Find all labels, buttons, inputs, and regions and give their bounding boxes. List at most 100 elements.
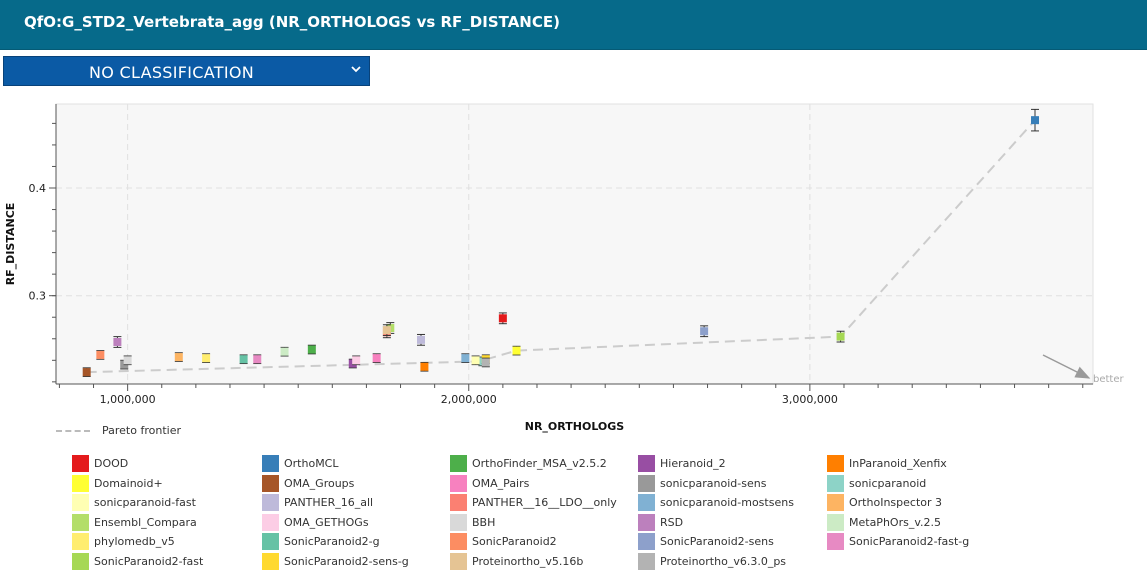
legend-swatch bbox=[72, 533, 89, 550]
data-point bbox=[498, 314, 507, 323]
x-axis-label: NR_ORTHOLOGS bbox=[525, 420, 625, 433]
pareto-legend: Pareto frontier bbox=[56, 424, 181, 437]
legend-swatch bbox=[450, 552, 467, 570]
chart-panel: 1,000,000 2,000,000 3,000,000 0.3 0.4 NR_ORTH… bbox=[0, 90, 1147, 580]
data-point bbox=[113, 338, 122, 346]
y-tick-label: 0.4 bbox=[29, 182, 47, 195]
legend-label: SonicParanoid2-fast bbox=[94, 554, 204, 568]
legend-item[interactable]: SonicParanoid2 bbox=[450, 533, 557, 550]
page-title: QfO:G_STD2_Vertebrata_agg (NR_ORTHOLOGS … bbox=[24, 13, 560, 31]
legend-item[interactable]: PANTHER_16_all bbox=[262, 494, 373, 511]
legend-label: Proteinortho_v5.16b bbox=[472, 554, 584, 568]
legend-item[interactable]: Ensembl_Compara bbox=[72, 513, 197, 531]
legend-item[interactable]: Proteinortho_v5.16b bbox=[450, 552, 584, 570]
x-tick-label: 1,000,000 bbox=[100, 393, 156, 406]
legend-item[interactable]: PANTHER__16__LDO__only bbox=[450, 494, 617, 511]
legend-item[interactable]: Domainoid+ bbox=[72, 474, 163, 492]
legend-label: sonicparanoid bbox=[849, 476, 927, 490]
legend-swatch bbox=[638, 494, 655, 511]
legend-swatch bbox=[262, 533, 279, 550]
legend-item[interactable]: sonicparanoid-sens bbox=[638, 474, 766, 492]
data-point bbox=[123, 356, 132, 365]
legend-swatch bbox=[827, 455, 844, 472]
legend-swatch bbox=[827, 494, 844, 511]
legend-item[interactable]: BBH bbox=[450, 513, 496, 531]
legend-swatch bbox=[638, 533, 655, 550]
legend-item[interactable]: Proteinortho_v6.3.0_ps bbox=[638, 552, 787, 570]
legend-item[interactable]: SonicParanoid2-fast-g bbox=[827, 533, 969, 550]
legend-swatch bbox=[450, 494, 467, 511]
legend-label: DOOD bbox=[94, 457, 129, 470]
data-point bbox=[382, 326, 391, 335]
legend-item[interactable]: InParanoid_Xenfix bbox=[827, 455, 947, 472]
legend-item[interactable]: OrthoInspector 3 bbox=[827, 494, 942, 511]
legend-item[interactable]: OrthoMCL bbox=[262, 455, 339, 472]
data-point bbox=[82, 368, 91, 377]
legend-label: SonicParanoid2 bbox=[472, 535, 557, 548]
x-tick-label: 3,000,000 bbox=[782, 393, 838, 406]
legend-item[interactable]: OMA_Pairs bbox=[450, 474, 530, 492]
data-point bbox=[239, 355, 248, 364]
legend-item[interactable]: SonicParanoid2-fast bbox=[72, 552, 204, 570]
legend-item[interactable]: DOOD bbox=[72, 455, 128, 472]
legend-label: phylomedb_v5 bbox=[94, 535, 175, 548]
legend-swatch bbox=[638, 455, 655, 472]
legend-label: OrthoMCL bbox=[284, 457, 339, 470]
legend-item[interactable]: RSD bbox=[638, 513, 684, 531]
legend-item[interactable]: sonicparanoid bbox=[827, 474, 927, 492]
data-point bbox=[420, 362, 429, 371]
pareto-frontier-line bbox=[86, 119, 1036, 374]
legend-label: BBH bbox=[472, 515, 496, 529]
data-point bbox=[416, 335, 425, 344]
pareto-dash-icon bbox=[56, 430, 90, 432]
data-point bbox=[1031, 116, 1040, 125]
legend-label: PANTHER__16__LDO__only bbox=[472, 496, 617, 509]
legend-item[interactable]: MetaPhOrs_v.2.5 bbox=[827, 513, 941, 531]
legend-swatch bbox=[450, 455, 467, 472]
legend-item[interactable]: phylomedb_v5 bbox=[72, 533, 175, 550]
legend-label: OrthoInspector 3 bbox=[849, 496, 943, 509]
legend-swatch bbox=[450, 533, 467, 550]
legend-label: sonicparanoid-fast bbox=[94, 496, 196, 509]
legend-label: OMA_Pairs bbox=[472, 476, 530, 490]
legend-swatch bbox=[72, 474, 89, 492]
legend-item[interactable]: OrthoFinder_MSA_v2.5.2 bbox=[450, 455, 607, 472]
legend-item[interactable]: OMA_Groups bbox=[262, 474, 354, 492]
legend-label: Domainoid+ bbox=[94, 476, 163, 490]
legend-label: OMA_GETHOGs bbox=[284, 515, 369, 529]
legend-label: SonicParanoid2-sens-g bbox=[284, 554, 409, 568]
data-point bbox=[174, 353, 183, 362]
legend-swatch bbox=[262, 513, 279, 531]
legend-item[interactable]: OMA_GETHOGs bbox=[262, 513, 369, 531]
legend-label: SonicParanoid2-sens bbox=[660, 535, 774, 548]
legend-item[interactable]: SonicParanoid2-sens bbox=[638, 533, 774, 550]
data-point bbox=[202, 354, 211, 363]
legend-item[interactable]: sonicparanoid-mostsens bbox=[638, 494, 794, 511]
data-point bbox=[471, 356, 480, 365]
legend-swatch bbox=[262, 455, 279, 472]
legend-swatch bbox=[72, 513, 89, 531]
classification-selected-value: NO CLASSIFICATION bbox=[88, 63, 255, 82]
legend-swatch bbox=[638, 552, 655, 570]
pareto-legend-label: Pareto frontier bbox=[102, 424, 181, 437]
classification-select[interactable]: NO CLASSIFICATION bbox=[3, 56, 370, 86]
legend-label: RSD bbox=[660, 515, 684, 529]
legend-label: Proteinortho_v6.3.0_ps bbox=[660, 554, 787, 568]
legend-swatch bbox=[638, 474, 655, 492]
legend-label: SonicParanoid2-fast-g bbox=[849, 535, 970, 548]
series-legend: DOOD OrthoMCL OrthoFinder_MSA_v2.5.2 Hieran… bbox=[72, 455, 1132, 575]
legend-item[interactable]: SonicParanoid2-g bbox=[262, 533, 380, 550]
legend-swatch bbox=[262, 474, 279, 492]
legend-item[interactable]: SonicParanoid2-sens-g bbox=[262, 552, 409, 570]
legend-swatch bbox=[638, 513, 655, 531]
legend-item[interactable]: Hieranoid_2 bbox=[638, 455, 726, 472]
better-arrow-icon bbox=[1042, 354, 1091, 379]
scatter-plot: 1,000,000 2,000,000 3,000,000 0.3 0.4 NR_ORTH… bbox=[4, 103, 1124, 433]
legend-item[interactable]: sonicparanoid-fast bbox=[72, 494, 196, 511]
data-point bbox=[307, 345, 316, 354]
x-tick-label: 2,000,000 bbox=[441, 393, 497, 406]
legend-swatch bbox=[827, 474, 844, 492]
legend-swatch bbox=[827, 513, 844, 531]
y-axis-label: RF_DISTANCE bbox=[4, 203, 17, 286]
legend-label: Ensembl_Compara bbox=[94, 515, 197, 529]
